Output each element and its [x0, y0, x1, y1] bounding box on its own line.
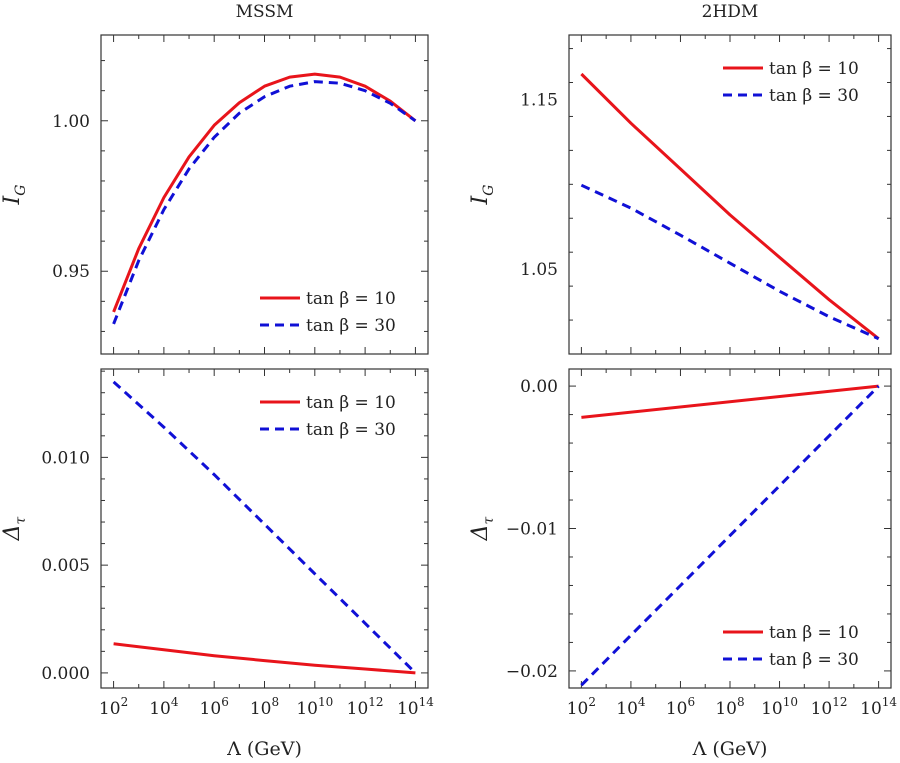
legend-label: tan β = 10	[306, 289, 396, 309]
y-tick-label: 1.00	[52, 112, 90, 132]
legend-label: tan β = 30	[769, 86, 859, 106]
x-tick-label: 1014	[860, 695, 897, 719]
y-tick-label: 0.00	[520, 377, 558, 397]
series-line-tanb30	[580, 183, 880, 341]
y-tick-label: 0.005	[41, 556, 90, 576]
x-tick-label: 102	[99, 695, 128, 719]
y-tick-label: −0.01	[506, 520, 558, 540]
y-tick-label: 0.010	[41, 448, 90, 468]
column-title: MSSM	[236, 2, 294, 22]
series-line-tanb10	[113, 642, 416, 675]
legend-label: tan β = 10	[769, 623, 859, 643]
series-line-tanb10	[580, 72, 880, 340]
mssm-delta-panel: 102 104 106 108 1010 1012 1014 0.000 0.005 0.010 Δ…	[0, 368, 434, 760]
legend: tan β = 10 tan β = 30	[723, 59, 859, 106]
y-axis-label: IG	[0, 185, 29, 206]
x-tick-label: 108	[250, 695, 279, 719]
y-tick-label: 1.05	[520, 260, 558, 280]
x-axis-label: Λ (GeV)	[692, 738, 768, 760]
y-tick-label: 0.000	[41, 664, 90, 684]
2hdm-ig-panel: 2HDM 1.05 1.15 IG tan β = 10 tan β = 30	[468, 2, 892, 355]
plot-frame	[100, 368, 429, 689]
2hdm-delta-panel: 102 104 106 108 1010 1012 1014 −0.02 −0.01 0.00 Δτ…	[468, 368, 897, 760]
legend-label: tan β = 30	[769, 650, 859, 670]
x-tick-label: 1012	[347, 695, 384, 719]
series-line-tanb30	[580, 385, 880, 687]
y-axis-label: Δτ	[0, 516, 29, 541]
column-title: 2HDM	[702, 2, 759, 22]
legend-label: tan β = 30	[306, 316, 396, 336]
legend-label: tan β = 10	[306, 393, 396, 413]
x-tick-label: 106	[666, 695, 695, 719]
legend-label: tan β = 10	[769, 59, 859, 79]
legend: tan β = 10 tan β = 30	[723, 623, 859, 670]
x-axis-label: Λ (GeV)	[226, 738, 302, 760]
y-tick-label: 1.15	[520, 90, 558, 110]
x-tick-label: 108	[715, 695, 744, 719]
y-axis-label: Δτ	[468, 516, 497, 541]
x-tick-label: 106	[200, 695, 229, 719]
y-tick-label: 0.95	[52, 262, 90, 282]
y-tick-label: −0.02	[506, 662, 558, 682]
series-line-tanb30	[112, 80, 417, 325]
x-tick-label: 1012	[811, 695, 848, 719]
series-line-tanb10	[581, 384, 879, 419]
series-line-tanb10	[112, 72, 417, 313]
y-axis-label: IG	[468, 185, 497, 206]
series-line-tanb30	[112, 380, 417, 674]
x-tick-label: 1010	[296, 695, 333, 719]
mssm-ig-panel: MSSM 0.95 1.00 IG tan β = 10 tan β = 30	[0, 2, 429, 355]
plot-frame	[568, 34, 892, 355]
x-tick-label: 104	[149, 695, 179, 719]
legend: tan β = 10 tan β = 30	[260, 393, 396, 440]
x-tick-label: 1014	[397, 695, 434, 719]
x-tick-label: 1010	[761, 695, 798, 719]
legend-label: tan β = 30	[306, 420, 396, 440]
legend: tan β = 10 tan β = 30	[260, 289, 396, 336]
x-tick-label: 102	[567, 695, 596, 719]
x-tick-label: 104	[616, 695, 646, 719]
